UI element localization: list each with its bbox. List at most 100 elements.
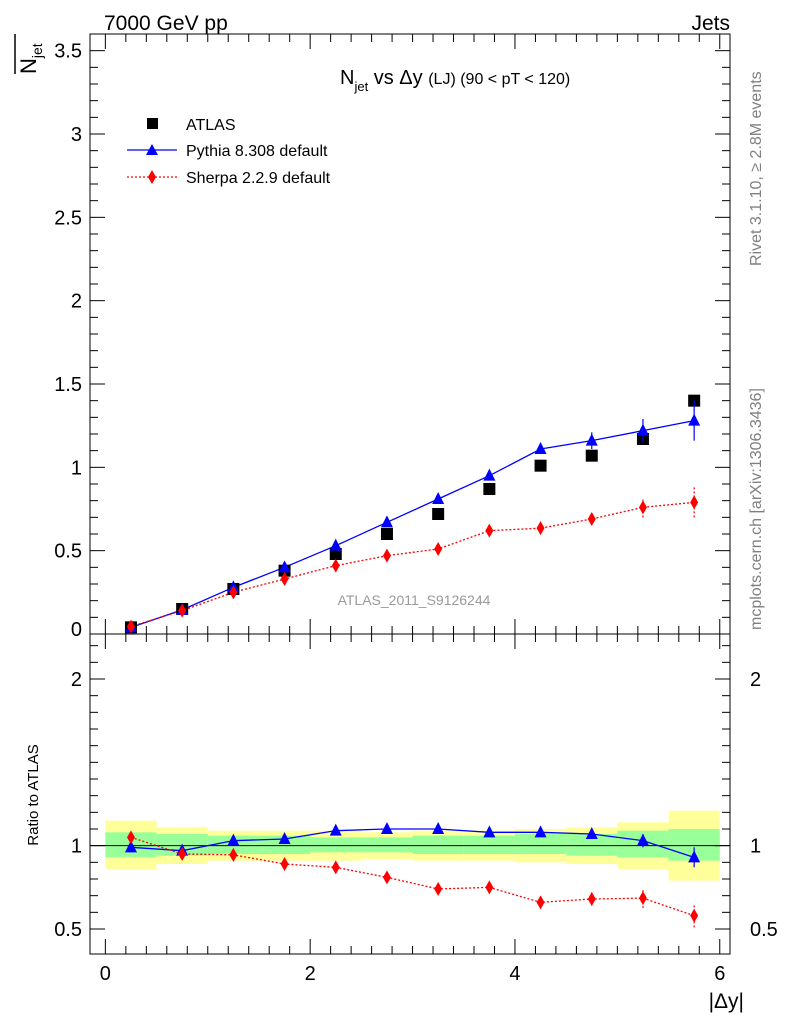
ratio-pythia-point (329, 823, 342, 836)
ratio-sherpa-line (130, 836, 695, 917)
ratio-pythia-point (278, 832, 291, 844)
sherpa-point (587, 512, 596, 526)
ratio-band-inner (361, 837, 413, 853)
legend-pythia-label: Pythia 8.308 default (186, 143, 328, 160)
main-y-tick-label: 3 (71, 124, 82, 146)
ratio-pythia-point (227, 833, 240, 846)
atlas-point (432, 508, 445, 520)
ratio-frame (89, 633, 731, 955)
sherpa-point (280, 572, 289, 586)
ratio-band-inner (412, 835, 464, 854)
legend-sherpa: Sherpa 2.2.9 default (127, 170, 331, 187)
ratio-pythia-point (432, 822, 445, 834)
legend-pythia: Pythia 8.308 default (127, 143, 328, 160)
ratio-y-axis-label: Ratio to ATLAS (25, 744, 42, 845)
ratio-sherpa-point (434, 882, 443, 896)
pythia-point (329, 538, 342, 551)
atlas-point (534, 459, 547, 472)
ratio-sherpa-point (536, 895, 545, 910)
ratio-pythia-point (688, 850, 701, 863)
pythia-point (585, 433, 598, 446)
main-panel: 0 0.5 1 1.5 2 2.5 3 3.5 Njet vs Δy (LJ) (90 < p… (14, 33, 731, 641)
pythia-point (534, 442, 547, 454)
pythia-point (278, 560, 291, 573)
pythia-point (688, 413, 701, 426)
ratio-y-tick-label-right: 1 (750, 836, 761, 858)
pythia-point (636, 423, 649, 436)
analysis-id: ATLAS_2011_S9126244 (338, 592, 491, 608)
main-y-tick-label: 0 (71, 619, 82, 641)
x-tick-label: 0 (100, 963, 111, 985)
energy-label: 7000 GeV pp (104, 12, 228, 35)
main-y-tick-label: 0.5 (54, 541, 82, 563)
ratio-sherpa-point (229, 847, 238, 862)
ratio-y-tick-label: 1 (71, 836, 82, 858)
sherpa-point (178, 603, 187, 618)
ratio-series (124, 822, 701, 928)
sherpa-point (536, 521, 545, 536)
x-axis-label: |Δy| (709, 990, 744, 1013)
ratio-pythia-point (483, 825, 496, 838)
sherpa-point (485, 523, 494, 538)
pythia-point (432, 492, 445, 504)
sherpa-point (638, 500, 647, 515)
legend-pythia-marker (146, 144, 158, 155)
rivet-label: Rivet 3.1.10, ≥ 2.8M events (748, 71, 765, 266)
legend-atlas-marker (147, 118, 158, 129)
category-label: Jets (691, 12, 730, 35)
legend-atlas: ATLAS (147, 117, 236, 134)
main-y-ticks: 0 0.5 1 1.5 2 2.5 3 3.5 (54, 34, 730, 641)
sherpa-line (130, 501, 695, 628)
sherpa-point (331, 558, 340, 573)
atlas-point (380, 528, 393, 540)
main-y-tick-label: 1 (71, 457, 82, 479)
legend-sherpa-marker (148, 170, 156, 184)
main-y-tick-label: 3.5 (54, 41, 82, 63)
ratio-pythia-point (585, 827, 598, 839)
ratio-sherpa-point (638, 891, 647, 906)
main-y-tick-label: 1.5 (54, 374, 82, 396)
sherpa-point (126, 619, 135, 634)
atlas-point (483, 483, 496, 495)
pythia-point (380, 515, 393, 528)
x-tick-label: 6 (714, 963, 725, 985)
ratio-sherpa-point (331, 860, 340, 875)
main-y-tick-label: 2 (71, 291, 82, 313)
ratio-y-tick-label: 2 (71, 669, 82, 691)
ratio-band-inner (310, 837, 362, 853)
ratio-pythia-point (124, 840, 137, 853)
ratio-sherpa-point (382, 870, 391, 885)
svg-text:Njet: Njet (16, 43, 45, 74)
sherpa-point (229, 585, 238, 600)
x-tick-label: 4 (509, 963, 520, 985)
ratio-band-inner (463, 835, 515, 854)
x-tick-label: 2 (305, 963, 316, 985)
mcplots-label: mcplots.cern.ch [arXiv:1306.3436] (748, 388, 765, 630)
atlas-point (585, 449, 598, 462)
ratio-y-tick-label-right: 0.5 (750, 919, 778, 941)
ratio-y-tick-label-right: 2 (750, 669, 761, 691)
ratio-band-inner (514, 834, 567, 854)
legend: ATLAS Pythia 8.308 default Sherpa 2.2.9 … (127, 117, 331, 187)
pythia-point (483, 468, 496, 481)
main-title: Njet vs Δy (LJ) (90 < pT < 120) (340, 67, 570, 94)
sherpa-point (434, 542, 443, 556)
ratio-panel: 0.5 0.5 1 1 2 2 0 2 4 6 Ratio to ATLAS |Δy| (25, 633, 778, 1013)
atlas-point (329, 548, 342, 560)
ratio-band-inner (258, 835, 311, 854)
pythia-line (130, 420, 695, 628)
main-y-axis-label: Njet (14, 34, 45, 74)
ratio-sherpa-point (280, 857, 289, 871)
ratio-sherpa-point (690, 908, 699, 923)
sherpa-point (382, 548, 391, 563)
legend-atlas-label: ATLAS (186, 117, 236, 134)
ratio-sherpa-point (587, 892, 596, 906)
ratio-sherpa-point (485, 880, 494, 895)
ratio-pythia-point (636, 833, 649, 846)
ratio-band-inner (566, 834, 618, 856)
legend-sherpa-label: Sherpa 2.2.9 default (186, 170, 331, 187)
ratio-y-tick-label: 0.5 (54, 919, 82, 941)
sherpa-point (690, 495, 699, 510)
main-y-tick-label: 2.5 (54, 207, 82, 229)
